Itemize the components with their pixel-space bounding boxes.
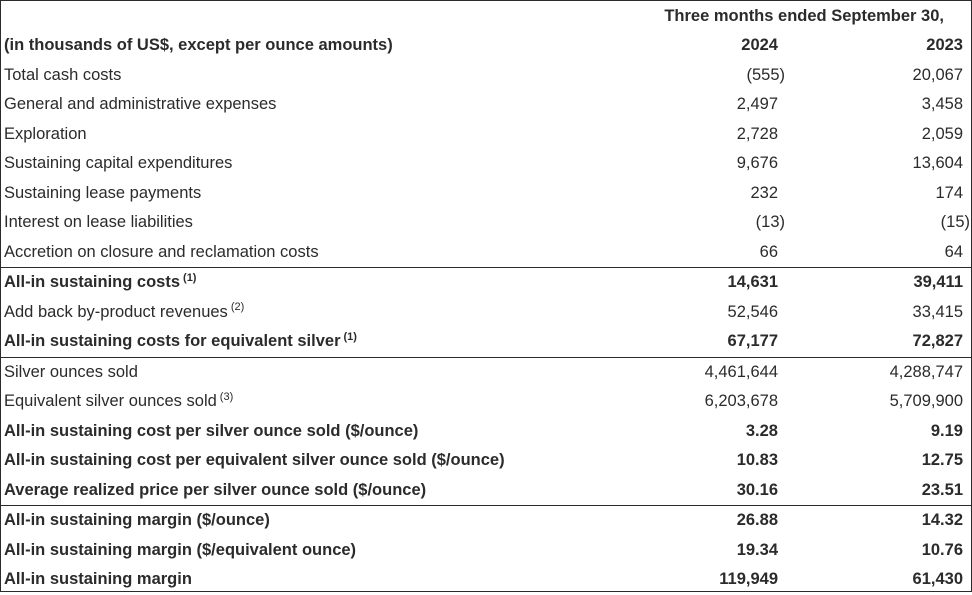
value-2023: 4,288,747 (786, 356, 971, 387)
table-row: Total cash costs (555) 20,067 (1, 61, 971, 91)
value-2023: 174 (935, 183, 963, 202)
row-label: All-in sustaining costs (4, 273, 181, 291)
empty-header-cell (1, 1, 631, 31)
row-label: Sustaining lease payments (4, 183, 202, 202)
row-label: Silver ounces sold (4, 362, 138, 381)
value-2024: (555) (746, 65, 785, 84)
row-label: Average realized price per silver ounce … (4, 480, 427, 499)
footnote-ref: (1) (343, 330, 357, 343)
row-label: All-in sustaining margin ($/ounce) (4, 511, 270, 529)
value-2024: 4,461,644 (631, 356, 786, 387)
value-2024: 67,177 (727, 332, 778, 350)
value-2023: 61,430 (912, 570, 963, 588)
table-row: All-in sustaining cost per equivalent si… (1, 446, 971, 476)
value-2024: 19.34 (736, 540, 778, 559)
table-row: All-in sustaining cost per silver ounce … (1, 417, 971, 447)
row-label: Sustaining capital expenditures (4, 154, 233, 172)
year-2024-header: 2024 (741, 36, 778, 54)
year-header-row: (in thousands of US$, except per ounce a… (1, 31, 971, 61)
value-2023: 33,415 (912, 302, 963, 321)
table-row: Average realized price per silver ounce … (1, 476, 971, 506)
table-row-subtotal: All-in sustaining costs (1) 14,631 39,411 (1, 267, 971, 298)
value-2024: 30.16 (736, 480, 778, 499)
row-label: Accretion on closure and reclamation cos… (4, 242, 319, 261)
value-2024: 3.28 (745, 421, 778, 440)
year-2023-header: 2023 (926, 36, 963, 54)
row-label: Exploration (4, 124, 87, 143)
value-2024: 119,949 (719, 570, 778, 588)
row-label: All-in sustaining margin (4, 570, 192, 588)
row-label: Interest on lease liabilities (4, 213, 193, 231)
value-2023: 13,604 (912, 154, 963, 172)
value-2024: 52,546 (727, 302, 778, 321)
value-2024: 26.88 (631, 505, 786, 536)
table-row-total: All-in sustaining margin 119,949 61,430 (1, 565, 971, 595)
value-2023: 5,709,900 (889, 392, 963, 410)
footnote-ref: (3) (219, 390, 234, 403)
value-2023: (15) (940, 213, 970, 231)
period-header: Three months ended September 30, (664, 7, 944, 25)
table-row: Accretion on closure and reclamation cos… (1, 238, 971, 268)
value-2024: 6,203,678 (704, 392, 778, 410)
value-2024: 14,631 (631, 267, 786, 298)
row-label: Total cash costs (4, 65, 122, 84)
table-row: Sustaining lease payments 232 174 (1, 179, 971, 209)
value-2024: 10.83 (736, 451, 778, 469)
table-row: General and administrative expenses 2,49… (1, 90, 971, 120)
period-header-row: Three months ended September 30, (1, 1, 971, 31)
value-2024: 2,728 (736, 124, 778, 143)
value-2024: 66 (759, 242, 778, 261)
value-2023: 20,067 (912, 65, 963, 84)
value-2024: (13) (755, 213, 785, 231)
table-row: Interest on lease liabilities (13) (15) (1, 208, 971, 238)
value-2023: 39,411 (786, 267, 971, 298)
row-label: All-in sustaining costs for equivalent s… (4, 332, 341, 350)
table-row: Equivalent silver ounces sold (3) 6,203,6… (1, 387, 971, 417)
value-2023: 2,059 (921, 124, 963, 143)
table-row-subtotal: All-in sustaining costs for equivalent s… (1, 327, 971, 357)
value-2023: 10.76 (921, 540, 963, 559)
row-label: Equivalent silver ounces sold (4, 392, 217, 410)
row-label: All-in sustaining margin ($/equivalent o… (4, 540, 357, 559)
value-2024: 9,676 (736, 154, 778, 172)
table-row: Exploration 2,728 2,059 (1, 120, 971, 150)
value-2023: 64 (944, 242, 963, 261)
table-row: Silver ounces sold 4,461,644 4,288,747 (1, 356, 971, 387)
row-label: All-in sustaining cost per silver ounce … (4, 421, 419, 440)
row-label: All-in sustaining cost per equivalent si… (4, 451, 505, 469)
value-2023: 12.75 (921, 451, 963, 469)
value-2024: 2,497 (736, 95, 778, 113)
table-row: Add back by-product revenues (2) 52,546 3… (1, 298, 971, 328)
footnote-ref: (1) (183, 271, 197, 284)
value-2024: 232 (750, 183, 778, 202)
value-2023: 23.51 (921, 480, 963, 499)
table-row: All-in sustaining margin ($/ounce) 26.88… (1, 505, 971, 536)
value-2023: 3,458 (921, 95, 963, 113)
row-label: Add back by-product revenues (4, 302, 228, 321)
footnote-ref: (2) (230, 301, 245, 314)
units-label: (in thousands of US$, except per ounce a… (4, 36, 393, 54)
table-row: All-in sustaining margin ($/equivalent o… (1, 536, 971, 566)
value-2023: 72,827 (912, 332, 963, 350)
value-2023: 9.19 (930, 421, 963, 440)
value-2023: 14.32 (786, 505, 971, 536)
row-label: General and administrative expenses (4, 95, 277, 113)
table-row: Sustaining capital expenditures 9,676 13… (1, 149, 971, 179)
